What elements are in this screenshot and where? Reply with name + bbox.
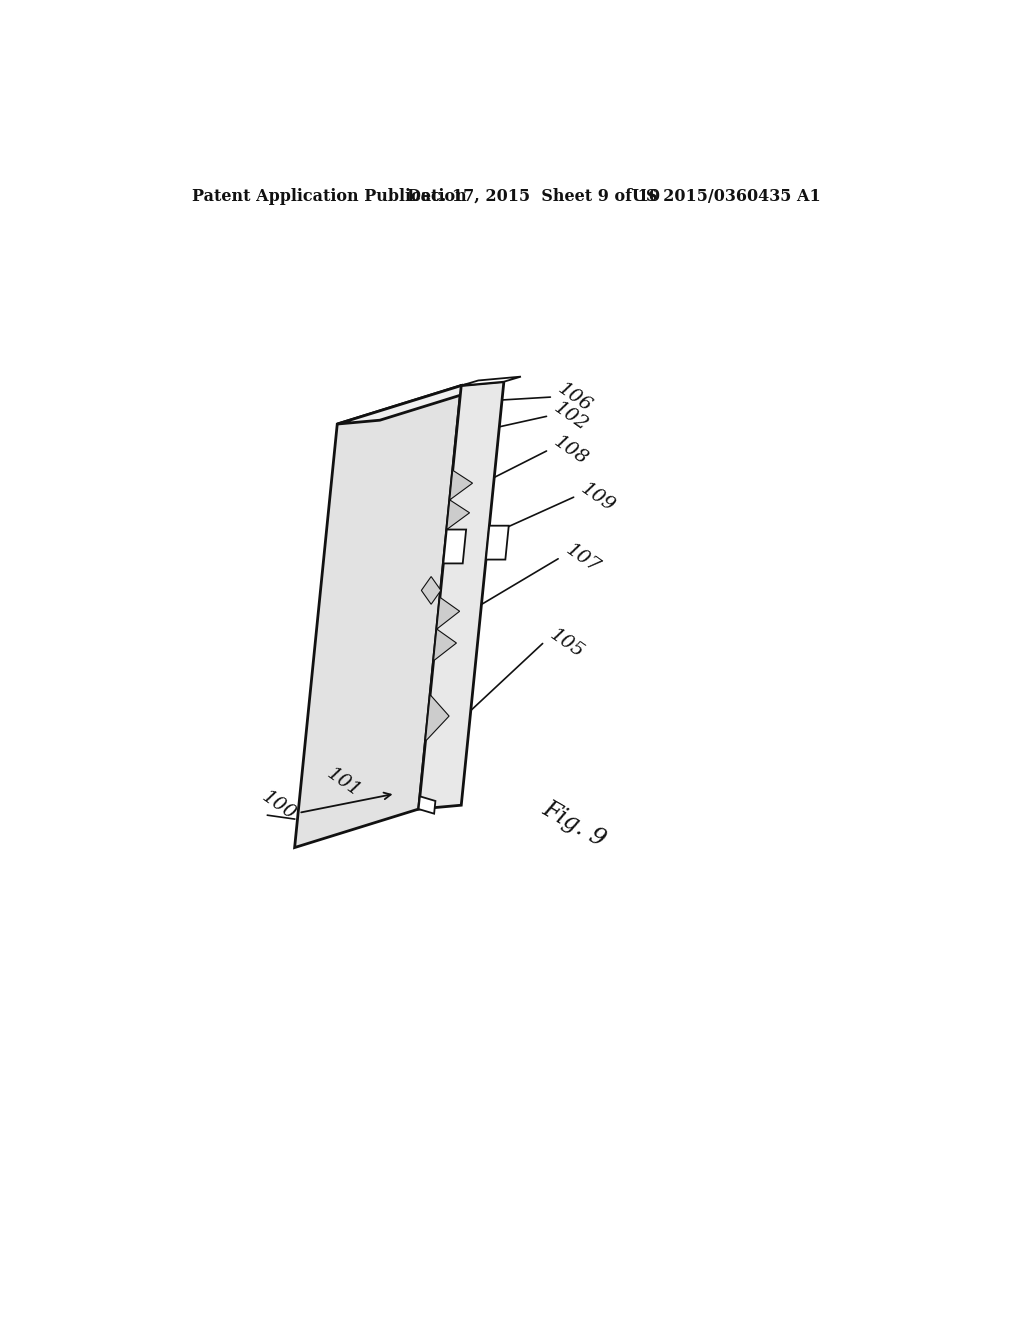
Polygon shape — [446, 500, 470, 529]
Text: 108: 108 — [550, 433, 591, 469]
Text: 105: 105 — [547, 626, 587, 661]
Text: Dec. 17, 2015  Sheet 9 of 10: Dec. 17, 2015 Sheet 9 of 10 — [407, 187, 660, 205]
Polygon shape — [419, 796, 435, 813]
Polygon shape — [433, 630, 457, 661]
Polygon shape — [337, 381, 504, 424]
Text: Patent Application Publication: Patent Application Publication — [191, 187, 466, 205]
Polygon shape — [419, 381, 504, 809]
Polygon shape — [461, 376, 521, 385]
Polygon shape — [437, 598, 460, 630]
Text: Fig. 9: Fig. 9 — [539, 797, 610, 851]
Text: 109: 109 — [578, 479, 618, 515]
Polygon shape — [486, 525, 509, 560]
Text: US 2015/0360435 A1: US 2015/0360435 A1 — [632, 187, 820, 205]
Polygon shape — [421, 577, 441, 605]
Polygon shape — [295, 385, 461, 847]
Text: 100: 100 — [259, 787, 299, 824]
Text: 107: 107 — [562, 541, 603, 577]
Text: 102: 102 — [550, 399, 591, 434]
Text: 106: 106 — [554, 379, 595, 414]
Text: 101: 101 — [324, 764, 365, 800]
Polygon shape — [443, 529, 466, 564]
Polygon shape — [425, 694, 450, 742]
Polygon shape — [450, 470, 472, 500]
